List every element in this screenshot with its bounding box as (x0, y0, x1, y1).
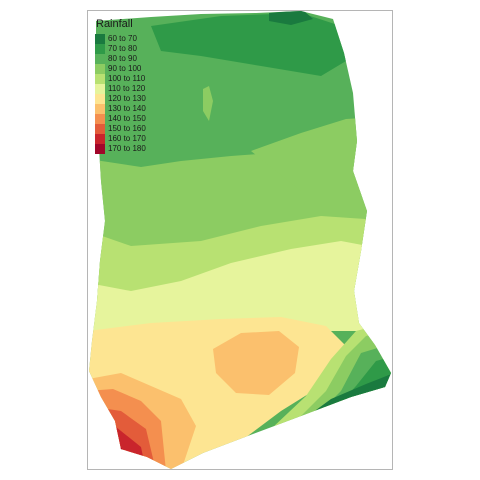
legend-swatch (95, 94, 105, 104)
legend-label: 120 to 130 (108, 94, 146, 103)
legend-label: 170 to 180 (108, 144, 146, 153)
legend-swatch (95, 54, 105, 64)
legend-swatch (95, 84, 105, 94)
map-frame (87, 10, 393, 470)
legend-swatch (95, 44, 105, 54)
legend-entry: 70 to 80 (95, 44, 146, 54)
legend-entry: 130 to 140 (95, 104, 146, 114)
map-legend: Rainfall 60 to 70 70 to 80 80 to 90 90 t… (95, 18, 146, 154)
legend-label: 140 to 150 (108, 114, 146, 123)
legend-entry: 100 to 110 (95, 74, 146, 84)
legend-swatch (95, 124, 105, 134)
legend-entry: 120 to 130 (95, 94, 146, 104)
region-90-100-north-patch (203, 86, 213, 121)
legend-swatch (95, 114, 105, 124)
legend-title: Rainfall (96, 18, 133, 30)
legend-entries: 60 to 70 70 to 80 80 to 90 90 to 100 100… (95, 34, 146, 154)
legend-entry: 80 to 90 (95, 54, 146, 64)
legend-swatch (95, 134, 105, 144)
legend-label: 60 to 70 (108, 34, 137, 43)
legend-entry: 60 to 70 (95, 34, 146, 44)
legend-entry: 150 to 160 (95, 124, 146, 134)
legend-swatch (95, 64, 105, 74)
legend-label: 70 to 80 (108, 44, 137, 53)
legend-entry: 170 to 180 (95, 144, 146, 154)
region-130-140 (213, 331, 299, 395)
legend-label: 80 to 90 (108, 54, 137, 63)
legend-entry: 90 to 100 (95, 64, 146, 74)
legend-swatch (95, 144, 105, 154)
legend-swatch (95, 104, 105, 114)
legend-label: 110 to 120 (108, 84, 146, 93)
legend-label: 160 to 170 (108, 134, 146, 143)
legend-entry: 160 to 170 (95, 134, 146, 144)
legend-label: 100 to 110 (108, 74, 146, 83)
legend-entry: 110 to 120 (95, 84, 146, 94)
legend-label: 90 to 100 (108, 64, 142, 73)
region-110-120 (89, 241, 391, 331)
legend-label: 150 to 160 (108, 124, 146, 133)
legend-label: 130 to 140 (108, 104, 146, 113)
legend-swatch (95, 74, 105, 84)
legend-entry: 140 to 150 (95, 114, 146, 124)
rainfall-map (89, 11, 391, 469)
legend-swatch (95, 34, 105, 44)
region-60-70-north (269, 11, 313, 25)
region-70-80 (151, 13, 346, 76)
